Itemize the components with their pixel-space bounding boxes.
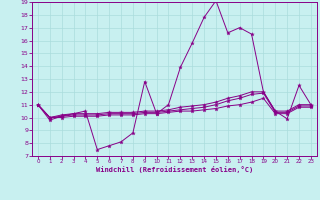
X-axis label: Windchill (Refroidissement éolien,°C): Windchill (Refroidissement éolien,°C) [96,166,253,173]
